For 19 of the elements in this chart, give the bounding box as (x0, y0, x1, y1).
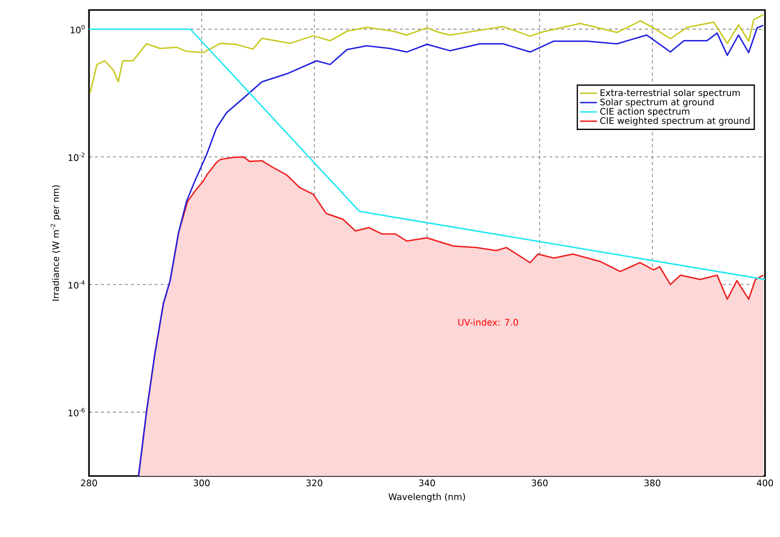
x-axis-title: Wavelength (nm) (388, 493, 465, 502)
y-tick-label: 10$^{-2}$ (68, 152, 84, 162)
x-tick-label: 380 (644, 480, 660, 486)
y-axis-title: Irradiance (W m$^{-2}$ per nm) (50, 185, 61, 301)
legend-label: Solar spectrum at ground (600, 98, 714, 108)
x-tick-label: 340 (419, 480, 435, 486)
x-tick-label: 280 (81, 480, 97, 486)
annotation: UV-index: 7.0 (458, 318, 518, 326)
x-tick-label: 320 (306, 480, 322, 486)
x-tick-label: 400 (756, 480, 773, 486)
legend-label: Extra-terrestrial solar spectrum (600, 89, 740, 98)
legend-label: CIE weighted spectrum at ground (600, 117, 750, 126)
y-tick-label: 10$^{-6}$ (68, 408, 85, 416)
x-tick-label: 360 (532, 480, 548, 486)
x-tick-label: 300 (194, 480, 210, 486)
legend-label: CIE action spectrum (600, 108, 690, 116)
line-series (138, 24, 764, 476)
y-tick-label: 10$^{-4}$ (68, 280, 85, 289)
y-tick-label: 10$^{0}$ (70, 25, 85, 34)
